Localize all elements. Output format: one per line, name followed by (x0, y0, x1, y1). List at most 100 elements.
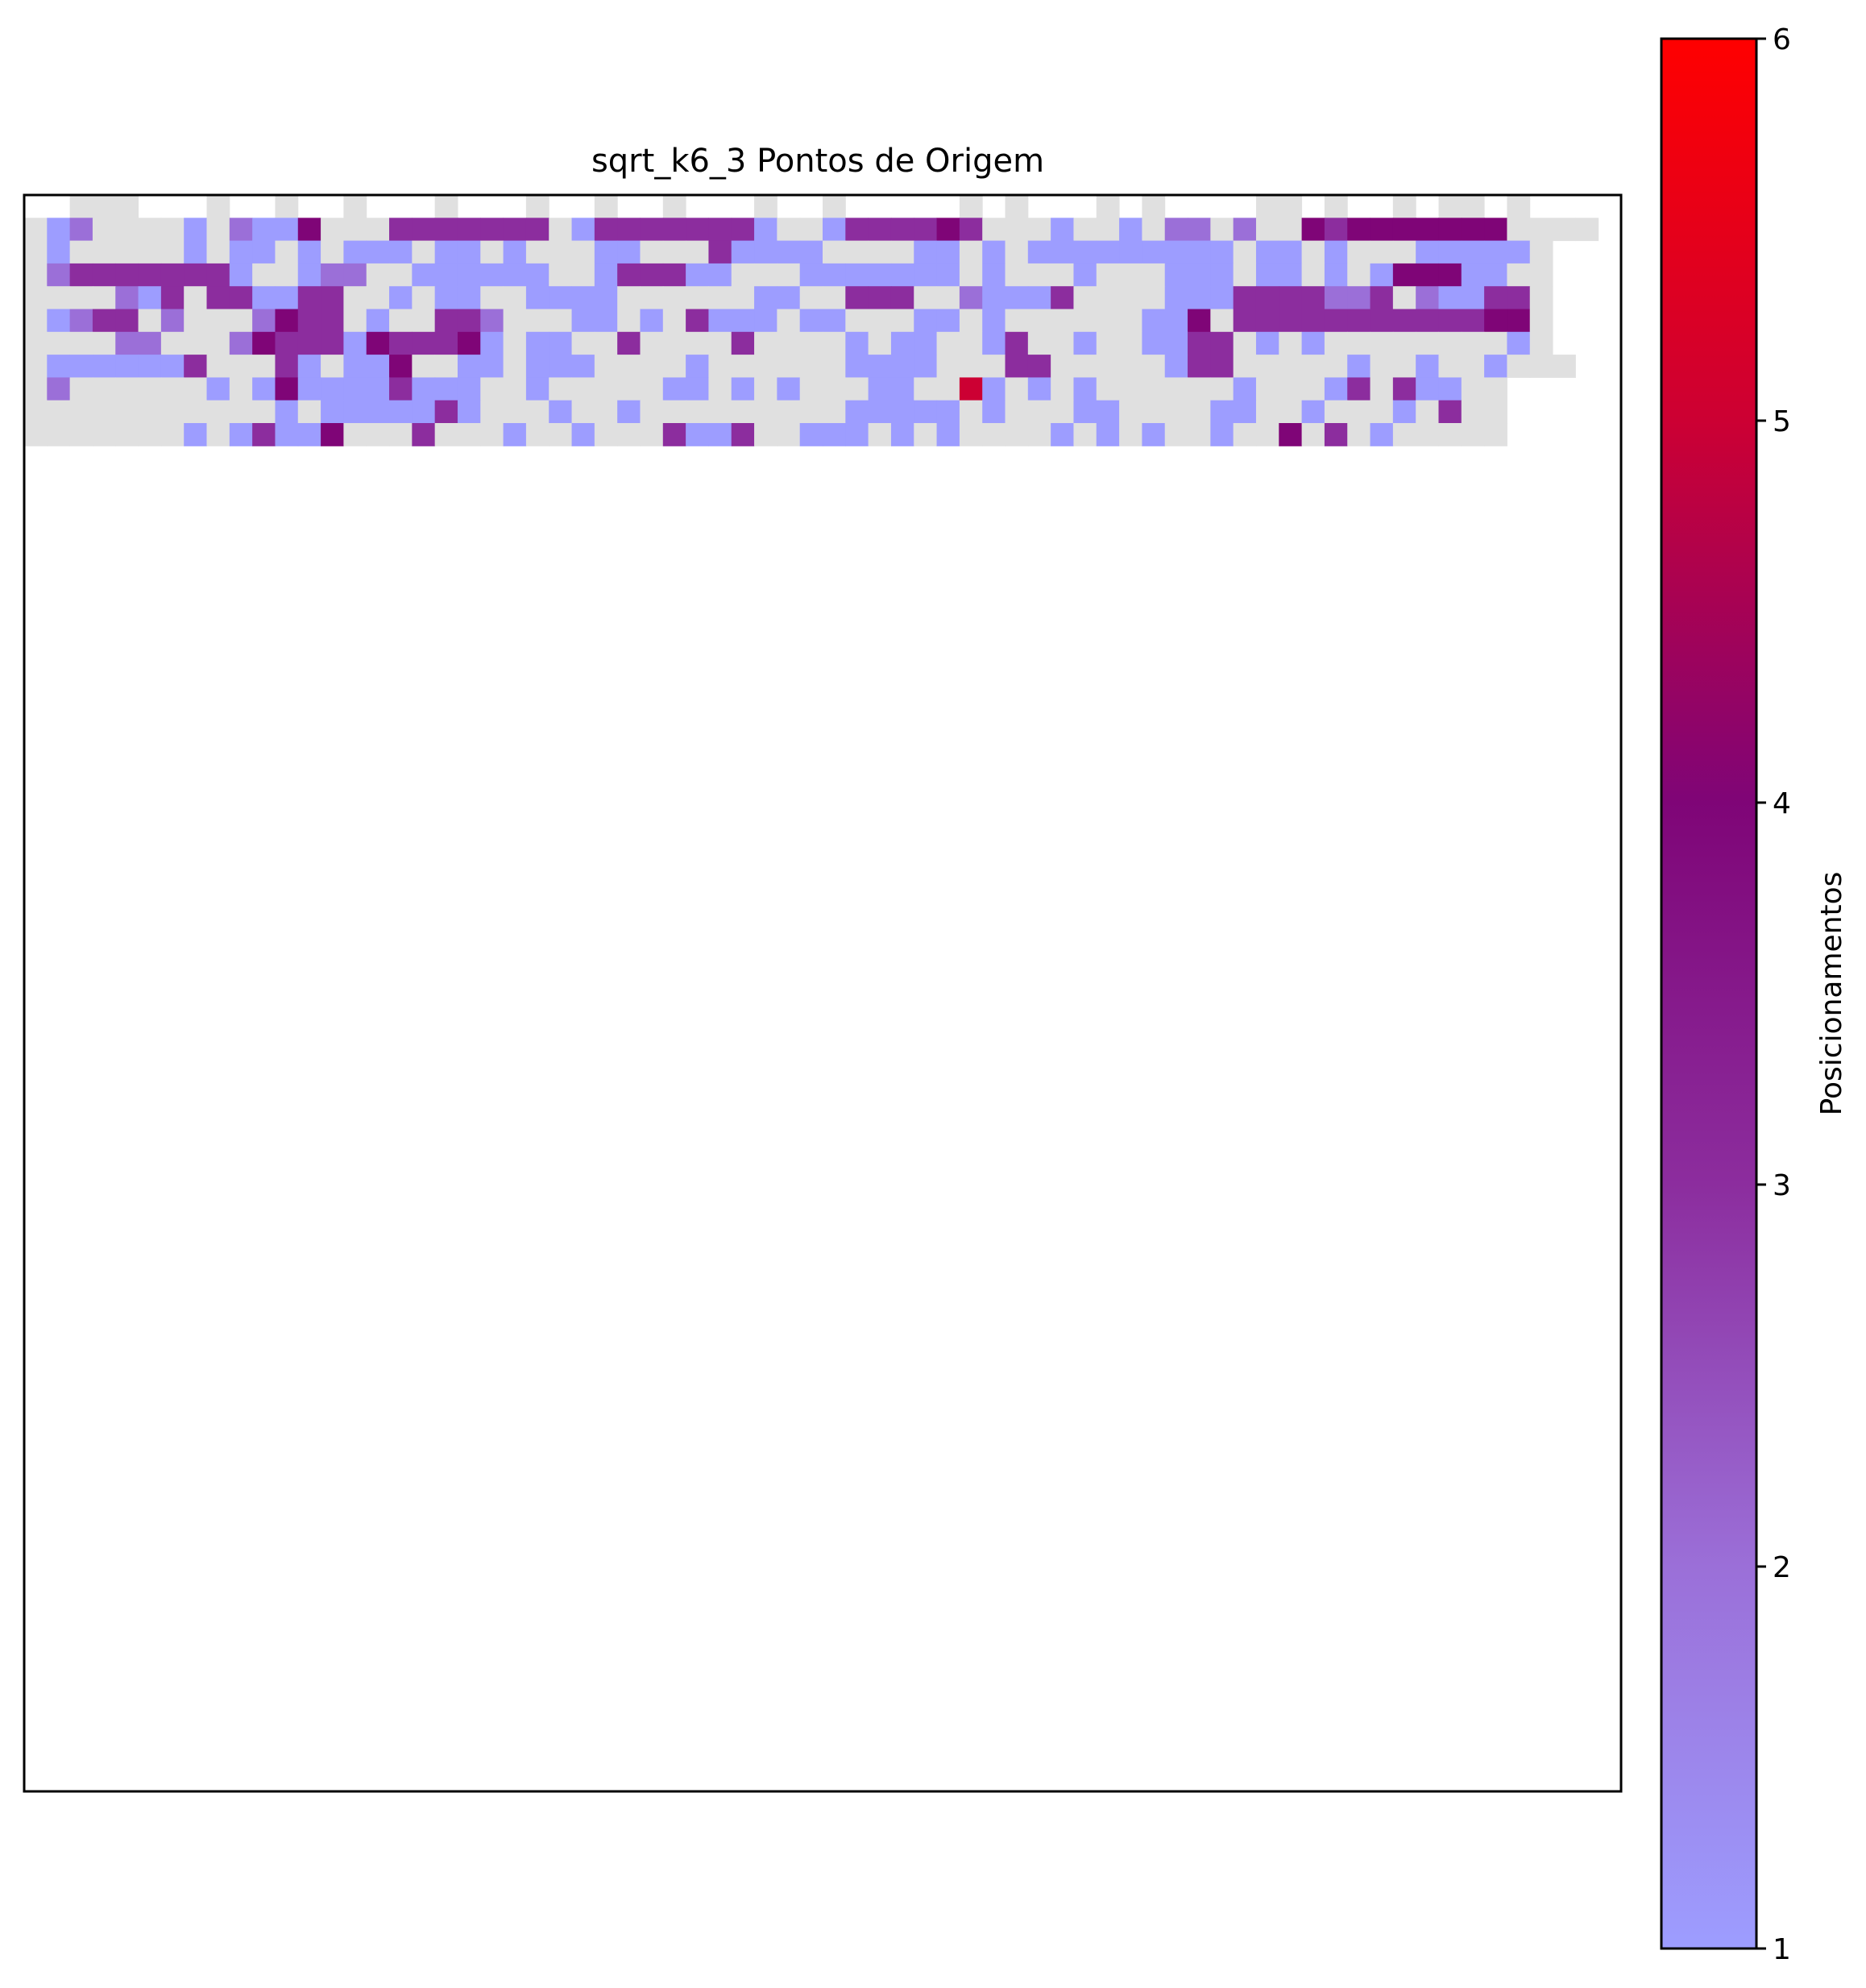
heatmap-cell (480, 309, 504, 333)
colorbar-label: Posicionamentos (1815, 872, 1848, 1116)
heatmap-cell (321, 240, 344, 264)
heatmap-cell (594, 195, 618, 218)
heatmap-cell (412, 240, 436, 264)
heatmap-cell (1051, 423, 1074, 446)
heatmap-cell (708, 218, 732, 242)
heatmap-cell (662, 377, 686, 401)
heatmap-cell (1461, 423, 1485, 446)
heatmap-cell (1188, 263, 1211, 287)
heatmap-cell (1507, 263, 1531, 287)
heatmap-cell (868, 423, 892, 446)
heatmap-cell (1164, 263, 1188, 287)
heatmap-cell (457, 400, 481, 424)
heatmap-cell (1461, 218, 1485, 242)
heatmap-cell (92, 377, 116, 401)
heatmap-cell (1529, 218, 1553, 242)
heatmap-cell (959, 195, 983, 218)
heatmap-cell (708, 263, 732, 287)
heatmap-cell (92, 286, 116, 309)
heatmap-cell (1005, 377, 1029, 401)
heatmap-cell (1119, 400, 1142, 424)
heatmap-cell (115, 400, 139, 424)
heatmap-cell (936, 218, 960, 242)
heatmap-cell (890, 218, 914, 242)
colorbar-ticks: 1 2 3 4 5 6 (1756, 23, 1791, 1966)
heatmap-cell (434, 400, 458, 424)
heatmap-cell (890, 377, 914, 401)
heatmap-cell (1027, 423, 1051, 446)
heatmap-cell (229, 377, 253, 401)
heatmap-cell (229, 331, 253, 355)
heatmap-cell (571, 377, 595, 401)
heatmap-cell (503, 355, 527, 378)
heatmap-cell (549, 263, 573, 287)
heatmap-cell (1096, 377, 1120, 401)
heatmap-cell (890, 400, 914, 424)
heatmap-cell (389, 400, 413, 424)
heatmap-cell (1096, 400, 1120, 424)
heatmap-cell (457, 423, 481, 446)
heatmap-cell (708, 286, 732, 309)
heatmap-cell (708, 423, 732, 446)
heatmap-cell (389, 218, 413, 242)
heatmap-cell (1370, 309, 1394, 333)
heatmap-cell (1507, 331, 1531, 355)
heatmap-cell (1484, 309, 1507, 333)
heatmap-cell (480, 355, 504, 378)
heatmap-cell (640, 331, 664, 355)
heatmap-cell (1279, 400, 1303, 424)
heatmap-cell (480, 240, 504, 264)
heatmap-cell (275, 286, 299, 309)
heatmap-cell (594, 377, 618, 401)
heatmap-cell (480, 218, 504, 242)
heatmap-cell (617, 331, 641, 355)
heatmap-cell (868, 331, 892, 355)
heatmap-cell (571, 400, 595, 424)
heatmap-cell (366, 355, 390, 378)
heatmap-cell (434, 309, 458, 333)
heatmap-cell (731, 377, 755, 401)
heatmap-cell (686, 377, 709, 401)
heatmap-cell (799, 331, 823, 355)
heatmap-cell (959, 286, 983, 309)
heatmap-cell (92, 331, 116, 355)
heatmap-cell (206, 218, 230, 242)
heatmap-cell (138, 218, 162, 242)
heatmap-cell (799, 263, 823, 287)
heatmap-cell (731, 355, 755, 378)
heatmap-cell (434, 286, 458, 309)
colorbar-tick-label: 1 (1773, 1933, 1791, 1966)
heatmap-cell (1279, 286, 1303, 309)
heatmap-cell (115, 355, 139, 378)
heatmap-cell (184, 286, 208, 309)
heatmap-cell (69, 240, 93, 264)
heatmap-cell (138, 423, 162, 446)
heatmap-cell (1051, 400, 1074, 424)
heatmap-cell (1210, 263, 1234, 287)
heatmap-cell (1279, 195, 1303, 218)
heatmap-cell (1119, 286, 1142, 309)
heatmap-cell (1279, 240, 1303, 264)
heatmap-cell (1461, 331, 1485, 355)
heatmap-cell (1142, 195, 1166, 218)
heatmap-cell (1484, 377, 1507, 401)
heatmap-cell (662, 263, 686, 287)
heatmap-cell (1210, 218, 1234, 242)
heatmap-cell (138, 331, 162, 355)
heatmap-cell (777, 377, 801, 401)
heatmap-cell (160, 355, 185, 378)
heatmap-cell (1255, 400, 1279, 424)
heatmap-cell (434, 240, 458, 264)
heatmap-cell (1142, 286, 1166, 309)
heatmap-cell (1233, 218, 1257, 242)
heatmap-cell (1370, 400, 1394, 424)
heatmap-cell (845, 355, 869, 378)
heatmap-cell (617, 423, 641, 446)
heatmap-cell (1416, 423, 1439, 446)
heatmap-cell (823, 240, 846, 264)
heatmap-cell (206, 309, 230, 333)
heatmap-cell (366, 263, 390, 287)
heatmap-cell (1301, 240, 1325, 264)
heatmap-cell (777, 331, 801, 355)
heatmap-cell (138, 240, 162, 264)
